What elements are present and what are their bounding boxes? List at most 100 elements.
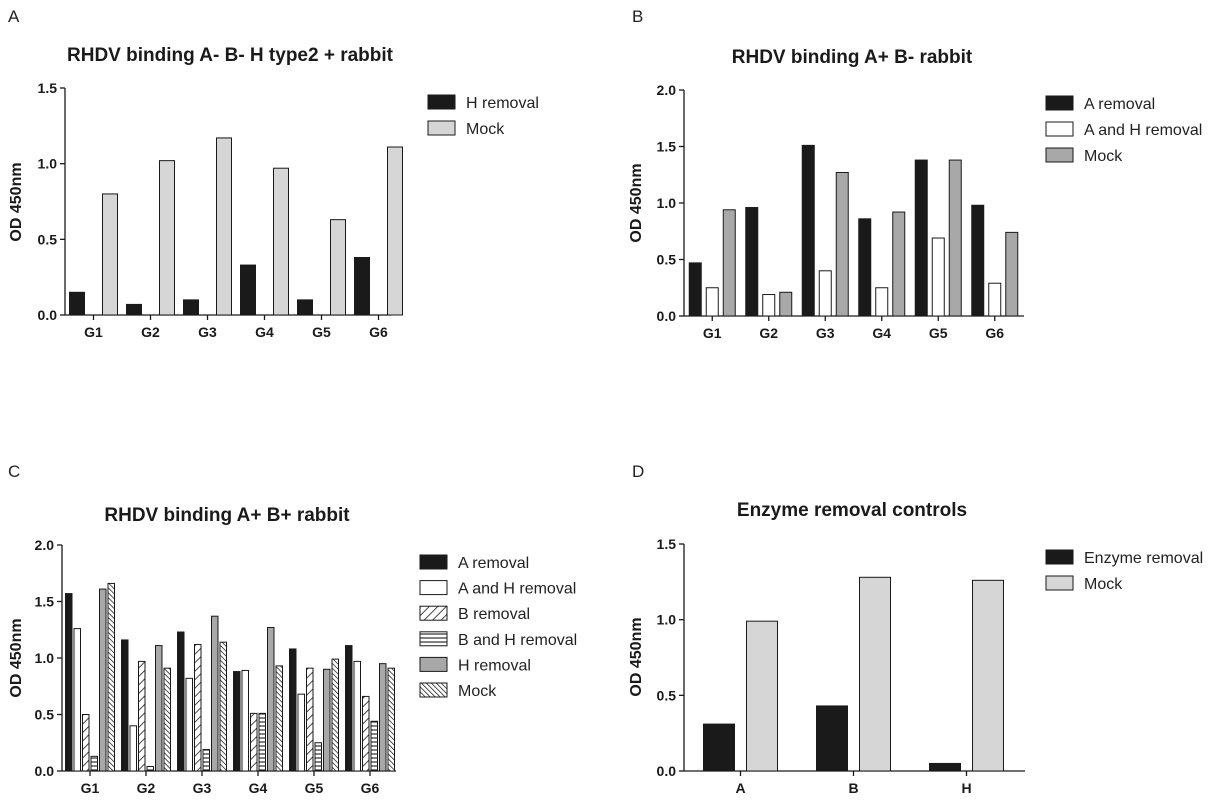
x-tick-label: G4: [255, 324, 274, 340]
legend-b: A removal A and H removal Mock: [1045, 95, 1202, 165]
x-tick-label: G3: [198, 324, 217, 340]
bar: [90, 755, 98, 772]
bar: [703, 723, 735, 772]
y-axis-label-b: OD 450nm: [628, 163, 645, 242]
legend-swatch: [419, 605, 448, 621]
bar: [722, 209, 736, 317]
legend-swatch: [419, 580, 448, 596]
bar: [155, 645, 163, 772]
y-tick-label: 1.0: [35, 650, 55, 666]
bar: [948, 159, 962, 317]
bar: [705, 287, 719, 317]
y-tick-label: 1.5: [657, 536, 677, 552]
bar: [971, 204, 985, 317]
bar: [73, 628, 81, 772]
bar: [65, 593, 73, 772]
panel-a: A RHDV binding A- B- H type2 + rabbit OD…: [8, 7, 539, 340]
bar: [688, 262, 702, 317]
bar: [216, 137, 232, 316]
legend-swatch: [419, 554, 448, 570]
bar: [972, 579, 1004, 772]
legend-swatch: [419, 631, 448, 647]
y-tick-label: 0.0: [657, 763, 677, 779]
bar: [929, 762, 961, 772]
legend-swatch: [427, 94, 456, 110]
bar: [835, 171, 849, 317]
bar: [273, 167, 289, 316]
plot-area-d: 0.0 0.5 1.0 1.5 A B H: [657, 536, 1025, 796]
bar: [914, 159, 928, 317]
panel-letter-c: C: [8, 462, 20, 481]
x-tick-label: G6: [369, 324, 388, 340]
y-tick-label: 0.5: [38, 231, 58, 247]
bar: [126, 303, 142, 316]
chart-title-a: RHDV binding A- B- H type2 + rabbit: [67, 45, 394, 66]
plot-area-c: 0.0 0.5 1.0 1.5 2.0 G1 G2 G3 G4 G5 G6: [35, 537, 396, 796]
bar: [250, 712, 258, 772]
legend-label: B and H removal: [458, 632, 577, 649]
y-tick-label: 2.0: [35, 537, 55, 553]
x-tick-label: B: [848, 780, 858, 796]
bar: [240, 264, 256, 316]
legend-swatch: [1045, 121, 1074, 137]
bar: [387, 667, 395, 772]
y-tick-label: 2.0: [657, 82, 677, 98]
y-tick-label: 1.0: [657, 195, 677, 211]
x-tick-label: G2: [759, 325, 778, 341]
bar: [258, 712, 266, 772]
bar: [746, 620, 778, 772]
bar: [892, 211, 906, 317]
x-tick-label: G3: [193, 780, 212, 796]
legend-label: Mock: [458, 683, 497, 700]
bar: [289, 648, 297, 772]
x-tick-label: G1: [703, 325, 722, 341]
legend-swatch: [1045, 575, 1074, 591]
bar: [211, 615, 219, 772]
bar: [129, 725, 137, 772]
bar: [931, 237, 945, 317]
panel-d: D Enzyme removal controls OD 450nm 0.00.…: [628, 462, 1203, 796]
plot-area-a: 0.0 0.5 1.0 1.5 G1 G2 G3 G4 G5 G6: [38, 80, 403, 340]
panel-letter-b: B: [632, 7, 643, 26]
y-tick-label: 0.0: [38, 307, 58, 323]
x-tick-label: G1: [84, 324, 103, 340]
panel-letter-a: A: [8, 7, 20, 26]
bar: [297, 693, 305, 772]
bar: [183, 299, 199, 316]
legend-swatch: [1045, 549, 1074, 565]
y-tick-label: 1.5: [657, 139, 677, 155]
chart-title-c: RHDV binding A+ B+ rabbit: [104, 505, 350, 526]
legend-a: H removal Mock: [427, 94, 539, 138]
bar: [202, 749, 210, 772]
bar: [185, 677, 193, 772]
bar: [219, 641, 227, 772]
legend-swatch: [419, 682, 448, 698]
bar: [354, 256, 370, 316]
bar: [1005, 231, 1019, 317]
bar: [121, 639, 129, 772]
x-tick-label: G5: [312, 324, 331, 340]
x-tick-label: G1: [81, 780, 100, 796]
bar: [241, 669, 249, 772]
x-tick-label: G2: [141, 324, 160, 340]
bar: [345, 645, 353, 772]
legend-label: H removal: [458, 657, 531, 674]
legend-d: Enzyme removal Mock: [1045, 549, 1203, 593]
legend-label: Enzyme removal: [1084, 550, 1203, 567]
x-tick-label: G4: [249, 780, 268, 796]
bar: [159, 160, 175, 316]
bar: [102, 193, 118, 316]
y-tick-label: 0.5: [35, 707, 55, 723]
legend-swatch: [427, 120, 456, 136]
x-tick-label: G4: [872, 325, 891, 341]
bar: [331, 658, 339, 772]
bar: [859, 576, 891, 772]
x-tick-label: G3: [816, 325, 835, 341]
legend-label: A removal: [1084, 96, 1155, 113]
panel-b: B RHDV binding A+ B- rabbit OD 450nm 0.0…: [628, 7, 1202, 341]
legend-label: A and H removal: [1084, 122, 1202, 139]
bar: [875, 287, 889, 317]
bar: [314, 742, 322, 772]
legend-label: Mock: [1084, 576, 1123, 593]
